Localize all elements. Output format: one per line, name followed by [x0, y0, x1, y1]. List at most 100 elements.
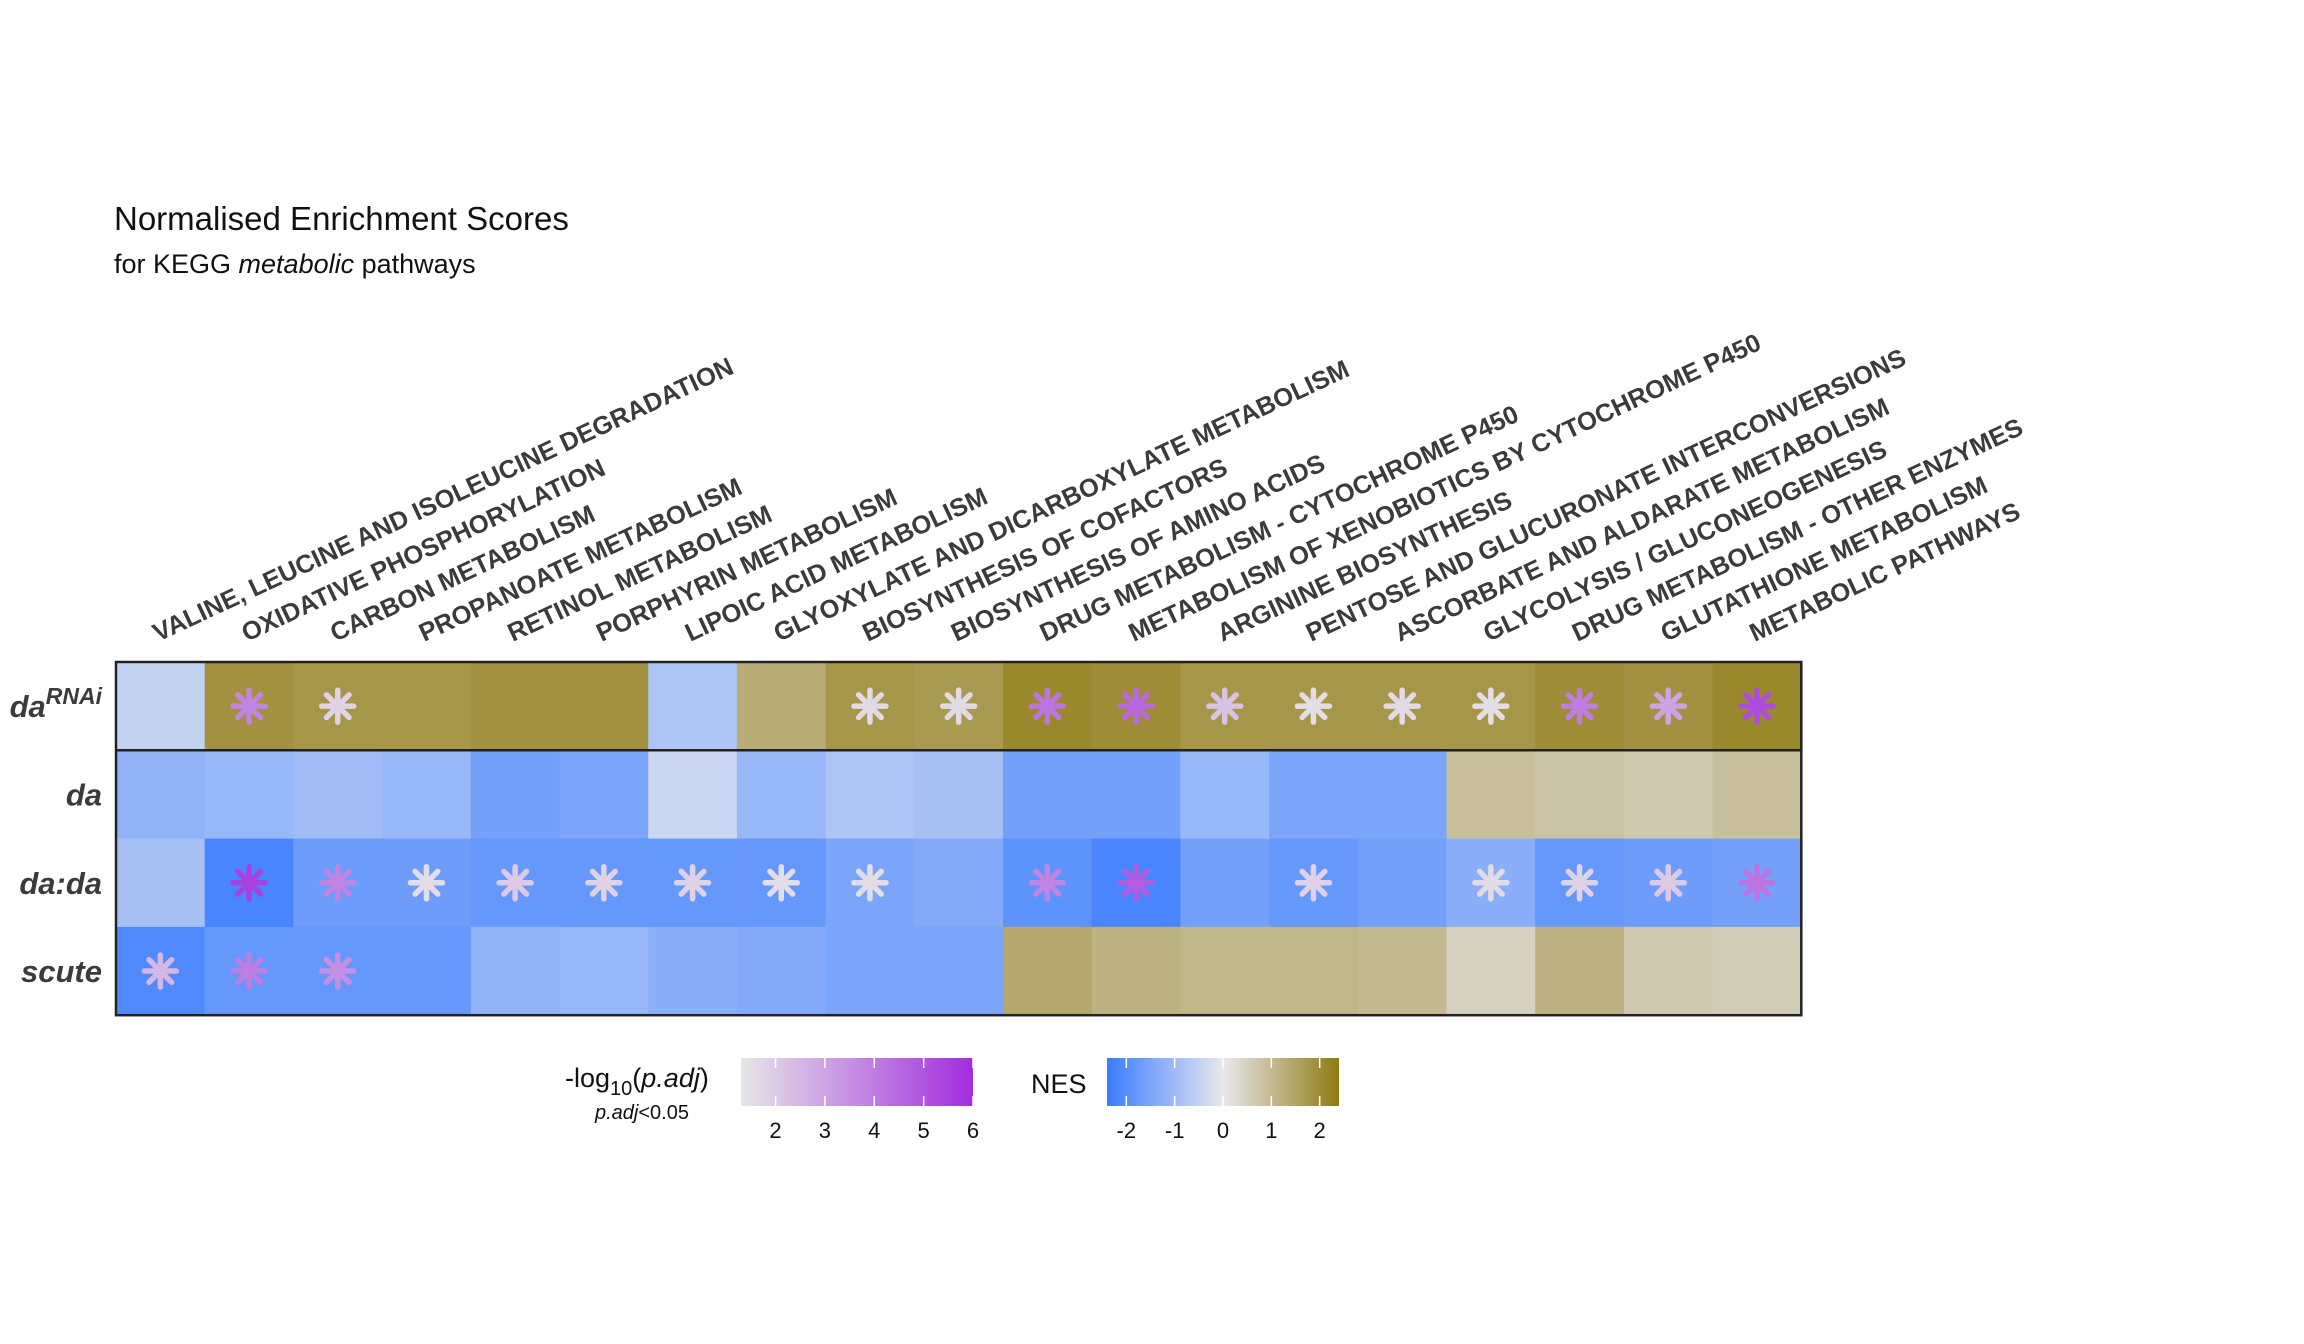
padj-legend-title: -log10(p.adj) [565, 1063, 709, 1100]
nes-legend: NES -2 -1 0 1 2 [1031, 1058, 1339, 1143]
significance-asterisk [762, 864, 800, 902]
nes-legend-title: NES [1031, 1069, 1087, 1099]
significance-asterisk [319, 687, 357, 725]
colorbar-tick-label: -1 [1165, 1118, 1185, 1143]
heatmap-cell [648, 926, 738, 1016]
heatmap-cell [116, 750, 206, 840]
heatmap-cell [1623, 926, 1714, 1016]
significance-asterisk [1560, 864, 1599, 902]
significance-asterisk [1738, 687, 1776, 725]
significance-asterisk [1294, 864, 1333, 902]
significance-asterisk [585, 864, 623, 902]
heatmap-cell [736, 750, 827, 840]
heatmap-cell [470, 662, 561, 751]
heatmap-cell [1535, 750, 1625, 840]
significance-asterisk [1383, 687, 1421, 725]
heatmap-cell [825, 926, 915, 1016]
heatmap-cell [1712, 750, 1802, 840]
row-label: daRNAi [10, 683, 103, 724]
significance-asterisk [939, 687, 978, 725]
heatmap-cell [1269, 750, 1359, 840]
row-label: da [66, 777, 102, 812]
colorbar-tick-label: 1 [1265, 1118, 1277, 1143]
significance-asterisk [319, 864, 357, 902]
significance-asterisk [1028, 864, 1067, 902]
colorbar-tick-label: -2 [1117, 1118, 1137, 1143]
heatmap-cell [1357, 838, 1448, 928]
heatmap-cell [116, 662, 206, 751]
heatmap-cell [914, 750, 1004, 840]
significance-asterisk [1206, 687, 1244, 725]
heatmap-cell [382, 662, 472, 751]
heatmap-cell [1269, 926, 1359, 1016]
heatmap-cell [470, 750, 561, 840]
heatmap-cell [1180, 838, 1270, 928]
row-labels: daRNAi da da:da scute [10, 683, 103, 989]
heatmap-border [114, 660, 1803, 1017]
significance-asterisk [1649, 687, 1687, 725]
heatmap-cell [559, 662, 649, 751]
colorbar-tick-label: 3 [819, 1118, 831, 1143]
heatmap-cell [1357, 750, 1448, 840]
nes-colorbar-ticks: -2 -1 0 1 2 [1117, 1058, 1326, 1143]
padj-colorbar [741, 1058, 973, 1106]
colorbar-tick-label: 2 [1314, 1118, 1326, 1143]
heatmap-cell [204, 750, 294, 840]
heatmap-cell [1180, 750, 1270, 840]
significance-asterisk [141, 952, 180, 990]
significance-asterisk [1738, 864, 1776, 902]
significance-asterisk [1028, 687, 1067, 725]
heatmap-cell [382, 926, 472, 1016]
significance-asterisk [230, 952, 268, 990]
padj-legend-note: p.adj<0.05 [594, 1102, 689, 1124]
significance-asterisk [851, 687, 889, 725]
chart-subtitle: for KEGG metabolic pathways [114, 249, 476, 279]
colorbar-tick-label: 6 [967, 1118, 979, 1143]
significance-asterisk [407, 864, 446, 902]
padj-colorbar-ticks: 2 3 4 5 6 [769, 1058, 979, 1143]
significance-asterisk [1649, 864, 1687, 902]
significance-asterisk [230, 687, 268, 725]
colorbar-tick-label: 5 [918, 1118, 930, 1143]
heatmap-cell [1535, 926, 1625, 1016]
heatmap-cell [1357, 926, 1448, 1016]
heatmap-cell [1712, 926, 1802, 1016]
row-label: da:da [19, 866, 102, 901]
heatmap-cell [1180, 926, 1270, 1016]
heatmap-cell [736, 926, 827, 1016]
heatmap-cell [1091, 926, 1181, 1016]
heatmap-cell [1003, 750, 1093, 840]
heatmap-cell [1446, 926, 1536, 1016]
heatmap-cell [648, 750, 738, 840]
heatmap-cell [914, 926, 1004, 1016]
significance-asterisk [230, 864, 268, 902]
heatmap-cell [736, 662, 827, 751]
row-label: scute [21, 954, 102, 989]
column-labels: VALINE, LEUCINE AND ISOLEUCINE DEGRADATI… [149, 329, 2028, 648]
chart-title: Normalised Enrichment Scores [114, 200, 569, 237]
significance-asterisk [851, 864, 889, 902]
significance-asterisk [1560, 687, 1599, 725]
heatmap-cell [1091, 750, 1181, 840]
significance-asterisk [1117, 687, 1155, 725]
heatmap-cell [825, 750, 915, 840]
heatmap-cell [382, 750, 472, 840]
significance-asterisk [673, 864, 712, 902]
colorbar-tick-label: 2 [769, 1118, 781, 1143]
padj-legend: -log10(p.adj) p.adj<0.05 2 3 4 5 6 [565, 1058, 979, 1143]
heatmap-cell [1446, 750, 1536, 840]
significance-asterisk [496, 864, 534, 902]
significance-asterisk [1294, 687, 1333, 725]
significance-asterisk [1117, 864, 1155, 902]
heatmap-cell [293, 750, 383, 840]
heatmap-cell [559, 926, 649, 1016]
heatmap-cell [116, 838, 206, 928]
heatmap-frame [114, 660, 1803, 1017]
heatmap-cell [914, 838, 1004, 928]
significance-asterisk [319, 952, 357, 990]
significance-asterisk [1472, 864, 1510, 902]
significance-asterisk [1472, 687, 1510, 725]
heatmap-cell [559, 750, 649, 840]
